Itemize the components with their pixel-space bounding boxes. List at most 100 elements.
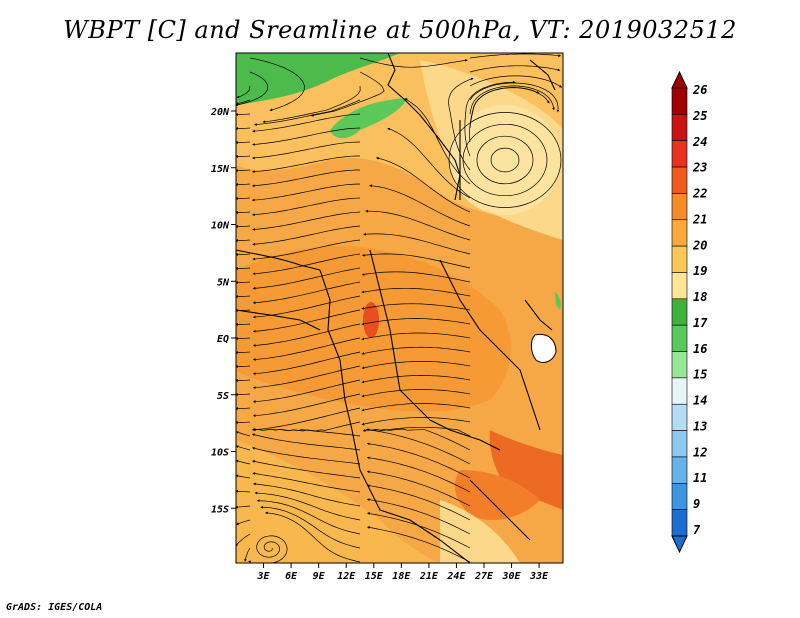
streamline [236, 281, 251, 284]
streamline [469, 75, 563, 88]
colorbar-label: 14 [693, 394, 707, 408]
streamline [404, 98, 471, 185]
wbpt-cool-patch [330, 98, 408, 139]
colorbar-segment [671, 272, 688, 300]
streamline [469, 85, 555, 115]
colorbar-segment [671, 114, 688, 142]
streamline [375, 156, 471, 213]
streamline [236, 337, 251, 340]
streamline [236, 445, 251, 451]
streamline [236, 253, 251, 256]
streamline [236, 183, 251, 186]
streamline [251, 155, 360, 173]
streamline [365, 428, 471, 451]
streamline [236, 489, 251, 493]
colorbar-label: 23 [692, 161, 707, 175]
wbpt-anticyclone-area [450, 105, 560, 215]
colorbar-segment [671, 456, 688, 484]
streamline [365, 209, 471, 241]
lon-label: 27E [474, 571, 494, 582]
lat-label: 5N [217, 277, 230, 288]
colorbar-label: 22 [692, 187, 707, 201]
anticyclonic-streamline [448, 112, 562, 208]
lon-label: 15E [365, 571, 384, 582]
lon-label: 3E [257, 571, 271, 582]
streamline [236, 113, 251, 116]
streamline [252, 393, 361, 417]
wbpt-cool-patch-east [555, 292, 561, 310]
streamline [366, 442, 471, 479]
streamline [260, 505, 361, 549]
streamline [361, 389, 471, 398]
colorbar-bottom-arrow [671, 535, 688, 554]
streamline [236, 431, 251, 437]
colorbar-label: 19 [693, 264, 707, 278]
streamline [236, 71, 268, 107]
colorbar-label: 20 [692, 238, 707, 252]
streamline [236, 519, 251, 525]
colorbar-label: 9 [693, 497, 700, 511]
streamline [252, 127, 361, 146]
colorbar-label: 13 [693, 419, 707, 433]
streamline [252, 365, 361, 389]
map-field [236, 53, 563, 563]
streamline [236, 127, 251, 130]
streamline [361, 361, 471, 370]
wbpt-warm-region-southeast [489, 430, 563, 510]
lon-label: 21E [419, 571, 439, 582]
colorbar-label: 17 [693, 316, 708, 330]
streamline [366, 498, 471, 535]
streamline [361, 271, 471, 283]
streamline [369, 184, 471, 227]
streamline [251, 460, 361, 479]
colorbar-segment [671, 245, 688, 273]
streamline [236, 295, 251, 298]
streamline [236, 211, 251, 214]
streamline [252, 472, 361, 493]
streamline [251, 183, 361, 202]
streamline [236, 169, 251, 172]
streamline [236, 505, 251, 509]
wbpt-warm-patch-central [363, 302, 379, 338]
colorbar-segment [671, 403, 688, 431]
colorbar-segment [671, 430, 688, 458]
streamline [469, 82, 560, 113]
wbpt-region-southwest [236, 440, 440, 563]
streamline [252, 337, 361, 361]
colorbar-segment [671, 377, 688, 405]
colorbar-label: 15 [693, 368, 707, 382]
streamline [236, 155, 251, 158]
streamline [254, 491, 361, 521]
streamline [251, 433, 361, 451]
colorbar-segment [671, 509, 688, 537]
streamline [362, 253, 471, 269]
streamline [236, 393, 251, 396]
map-frame [235, 52, 564, 564]
colorbar-segment [671, 351, 688, 379]
colorbar-segment [671, 298, 688, 326]
colorbar-segment [671, 482, 688, 510]
lon-label: 6E [285, 571, 298, 582]
streamline [469, 87, 540, 143]
streamline [387, 127, 471, 199]
lake-victoria [530, 333, 557, 363]
streamline [236, 474, 251, 479]
streamline [252, 323, 361, 347]
latitude-axis: 20N 15N 10N 5N EQ 5S 10S 15S [210, 107, 236, 515]
colorbar-segment [671, 87, 688, 115]
streamline [251, 446, 361, 465]
streamline [244, 547, 251, 562]
lat-label: 20N [210, 107, 230, 118]
streamline [366, 456, 471, 493]
colorbar-segment [671, 166, 688, 194]
lat-label: EQ [217, 334, 229, 345]
streamline [236, 407, 251, 410]
streamline [359, 57, 468, 68]
streamline [366, 484, 471, 521]
streamline [236, 351, 251, 354]
streamline [363, 232, 471, 255]
streamline [236, 239, 251, 242]
lon-label: 30E [502, 571, 522, 582]
cyclonic-spiral [256, 535, 288, 563]
